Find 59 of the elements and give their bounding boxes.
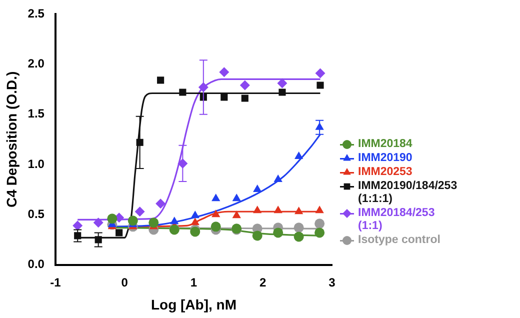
legend-label: IMM20184/253 (1:1) — [358, 207, 435, 233]
point — [315, 68, 326, 78]
y-tick-label: 2.0 — [28, 56, 45, 70]
point — [72, 220, 83, 231]
y-tick-label: 1.5 — [28, 106, 45, 121]
y-tick-label: 0.5 — [28, 206, 45, 221]
legend-label: IMM20190/184/253 (1:1:1) — [358, 180, 458, 206]
point — [274, 174, 282, 182]
point — [210, 222, 221, 232]
point — [93, 218, 104, 228]
point — [314, 228, 325, 238]
point — [294, 232, 304, 242]
point — [219, 67, 230, 78]
y-axis-title: C4 Deposition (O.D.) — [3, 71, 20, 208]
point — [156, 198, 166, 209]
point — [273, 228, 284, 238]
point — [274, 206, 282, 214]
y-tick-label: 2.5 — [28, 6, 45, 20]
point — [157, 76, 164, 84]
point — [134, 206, 145, 217]
legend-label: IMM20190 — [358, 152, 412, 165]
point — [253, 184, 262, 192]
point — [179, 88, 186, 96]
point — [314, 218, 325, 229]
point — [170, 216, 179, 224]
point — [94, 236, 102, 244]
x-tick-label: 3 — [328, 275, 336, 290]
point — [315, 206, 324, 214]
x-tick-label: 1 — [190, 275, 198, 290]
x-tick-label: 2 — [260, 275, 267, 290]
point — [294, 206, 304, 214]
point — [128, 216, 138, 226]
legend-label: IMM20253 — [358, 166, 412, 179]
point — [116, 229, 123, 236]
point — [241, 94, 248, 102]
x-tick-label: -1 — [50, 275, 62, 290]
x-axis-title: Log [Ab], nM — [150, 296, 237, 312]
point — [190, 210, 200, 218]
point — [252, 230, 262, 241]
point — [148, 218, 159, 228]
x-tick-label: 0 — [121, 275, 128, 290]
legend-label: Isotype control — [358, 234, 440, 247]
point — [294, 151, 304, 159]
point — [253, 206, 262, 214]
point — [277, 78, 288, 88]
point — [232, 194, 241, 202]
y-tick-label: 1.0 — [28, 156, 45, 171]
point — [220, 94, 228, 101]
y-tick-label: 0.0 — [28, 257, 45, 272]
point — [316, 82, 324, 89]
point — [190, 218, 200, 226]
point — [232, 210, 241, 218]
legend-label: IMM20184 — [358, 138, 412, 151]
point — [294, 222, 304, 233]
point — [212, 210, 220, 218]
point — [278, 88, 286, 96]
point — [212, 194, 220, 202]
point — [107, 214, 118, 224]
point — [240, 80, 250, 90]
